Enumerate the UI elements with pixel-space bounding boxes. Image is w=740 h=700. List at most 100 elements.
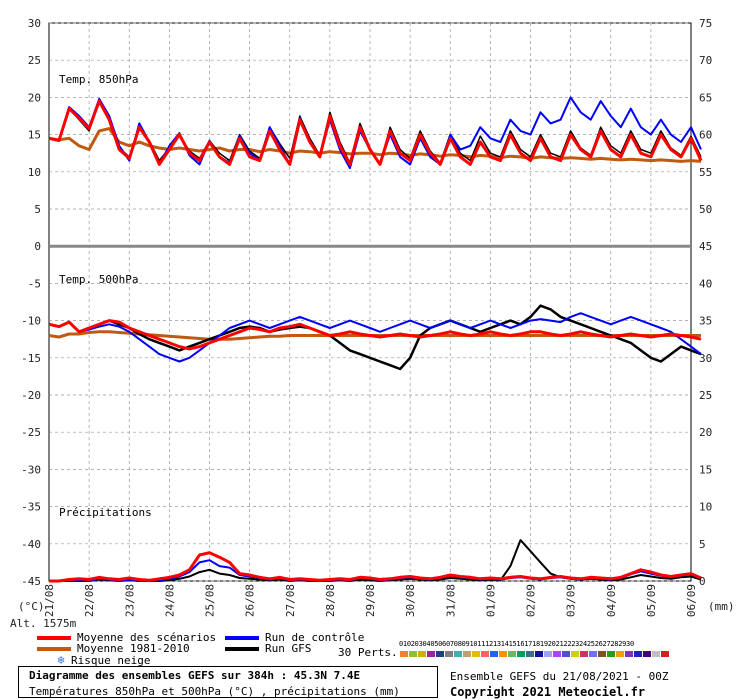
x-tick-label: 04/09 <box>605 584 618 617</box>
right-tick-label: 50 <box>699 203 712 216</box>
snowflake-icon: ❄ <box>57 653 65 667</box>
altitude: Alt. 1575m <box>10 617 77 630</box>
left-tick-label: 0 <box>34 240 41 253</box>
right-tick-label: 10 <box>699 501 712 514</box>
t500-gfs-line <box>48 304 702 371</box>
legend-mean-label: Moyenne des scénarios <box>77 631 217 644</box>
left-tick-label: 20 <box>28 91 41 104</box>
legend-snow: ❄ Risque neige <box>55 653 150 667</box>
left-axis: 30 25 20 15 10 5 0 -5 -10 -15 -20 -25 -30 -35 -40 -45 <box>21 17 41 588</box>
legend-mean-swatch <box>37 635 71 640</box>
left-tick-label: 30 <box>28 17 41 30</box>
chart-title: Diagramme des ensembles GEFS sur 384h : … <box>29 669 361 682</box>
grid <box>48 22 692 582</box>
left-tick-label: 25 <box>28 54 41 67</box>
pert-swatch-05 <box>436 651 444 657</box>
pert-swatch-29 <box>652 651 660 657</box>
legend-snow-label: Risque neige <box>71 653 151 667</box>
pert-swatch-21 <box>580 651 588 657</box>
right-tick-label: 0 <box>699 575 706 588</box>
left-tick-label: -10 <box>21 315 41 328</box>
right-tick-label: 30 <box>699 352 712 365</box>
right-tick-label: 35 <box>699 315 712 328</box>
copyright: Copyright 2021 Meteociel.fr <box>450 685 646 699</box>
t850-mean-line <box>48 99 703 166</box>
x-tick-label: 23/08 <box>123 584 136 617</box>
x-tick-label: 03/09 <box>565 584 578 617</box>
x-tick-label: 29/08 <box>364 584 377 617</box>
pert-numbers: 0102030405060708091011121314151617181920… <box>399 640 634 648</box>
run-info: Ensemble GEFS du 21/08/2021 - 00Z <box>450 670 669 683</box>
pert-swatch-08 <box>463 651 471 657</box>
pert-swatch-13 <box>508 651 516 657</box>
legend-gfs: Run GFS <box>225 642 311 655</box>
x-tick-label: 30/08 <box>404 584 417 617</box>
pert-swatch-10 <box>481 651 489 657</box>
legend-control-label: Run de contrôle <box>265 631 365 644</box>
left-tick-label: 5 <box>34 203 41 216</box>
x-tick-label: 27/08 <box>284 584 297 617</box>
pert-swatch-03 <box>418 651 426 657</box>
pert-swatch-01 <box>400 651 408 657</box>
pert-swatch-14 <box>517 651 525 657</box>
right-tick-label: 75 <box>699 17 712 30</box>
pert-swatch-26 <box>625 651 633 657</box>
x-tick-label: 01/09 <box>484 584 497 617</box>
x-axis: 21/08 22/08 23/08 24/08 25/08 26/08 27/08 28/08… <box>43 584 698 617</box>
pert-swatch-17 <box>544 651 552 657</box>
pert-swatch-24 <box>607 651 615 657</box>
legend-perts: 30 Perts. <box>338 646 398 659</box>
pert-swatch-04 <box>427 651 435 657</box>
pert-swatch-23 <box>598 651 606 657</box>
left-tick-label: -45 <box>21 575 41 588</box>
left-tick-label: -15 <box>21 352 41 365</box>
pert-swatch-06 <box>445 651 453 657</box>
x-tick-label: 26/08 <box>244 584 257 617</box>
legend-clim-swatch <box>37 646 71 651</box>
right-tick-label: 25 <box>699 389 712 402</box>
right-tick-label: 65 <box>699 91 712 104</box>
x-tick-label: 24/08 <box>163 584 176 617</box>
right-tick-label: 60 <box>699 129 712 142</box>
left-tick-label: -30 <box>21 463 41 476</box>
series-layer <box>48 96 703 583</box>
legend-clim: Moyenne 1981-2010 <box>37 642 190 655</box>
left-tick-label: -35 <box>21 501 41 514</box>
right-tick-label: 15 <box>699 463 712 476</box>
legend-clim-label: Moyenne 1981-2010 <box>77 642 190 655</box>
legend-mean: Moyenne des scénarios <box>37 631 216 644</box>
left-tick-label: -25 <box>21 426 41 439</box>
x-tick-label: 21/08 <box>43 584 56 617</box>
precip-mean-line <box>49 551 702 583</box>
t850-climatology-line <box>48 127 702 163</box>
x-tick-label: 31/08 <box>444 584 457 617</box>
left-tick-label: -40 <box>21 538 41 551</box>
panel-label-t500: Temp. 500hPa <box>59 273 138 286</box>
x-tick-label: 02/09 <box>525 584 538 617</box>
pert-swatch-28 <box>643 651 651 657</box>
pert-color-boxes <box>400 651 669 657</box>
right-unit: (mm) <box>708 600 735 613</box>
pert-swatch-16 <box>535 651 543 657</box>
t500-mean-line <box>48 319 702 351</box>
panel-label-t850: Temp. 850hPa <box>59 73 138 86</box>
pert-swatch-19 <box>562 651 570 657</box>
x-tick-label: 25/08 <box>204 584 217 617</box>
right-tick-label: 55 <box>699 166 712 179</box>
legend-control: Run de contrôle <box>225 631 364 644</box>
legend-perts-label: 30 Perts. <box>338 646 398 659</box>
panel-label-precip: Précipitations <box>59 506 152 519</box>
left-tick-label: -20 <box>21 389 41 402</box>
legend-gfs-label: Run GFS <box>265 642 312 655</box>
pert-swatch-12 <box>499 651 507 657</box>
pert-swatch-15 <box>526 651 534 657</box>
left-tick-label: 10 <box>28 166 41 179</box>
left-tick-label: -5 <box>28 277 41 290</box>
pert-swatch-18 <box>553 651 561 657</box>
pert-swatch-02 <box>409 651 417 657</box>
right-tick-label: 45 <box>699 240 712 253</box>
legend-control-swatch <box>225 635 259 640</box>
left-tick-label: 15 <box>28 129 41 142</box>
